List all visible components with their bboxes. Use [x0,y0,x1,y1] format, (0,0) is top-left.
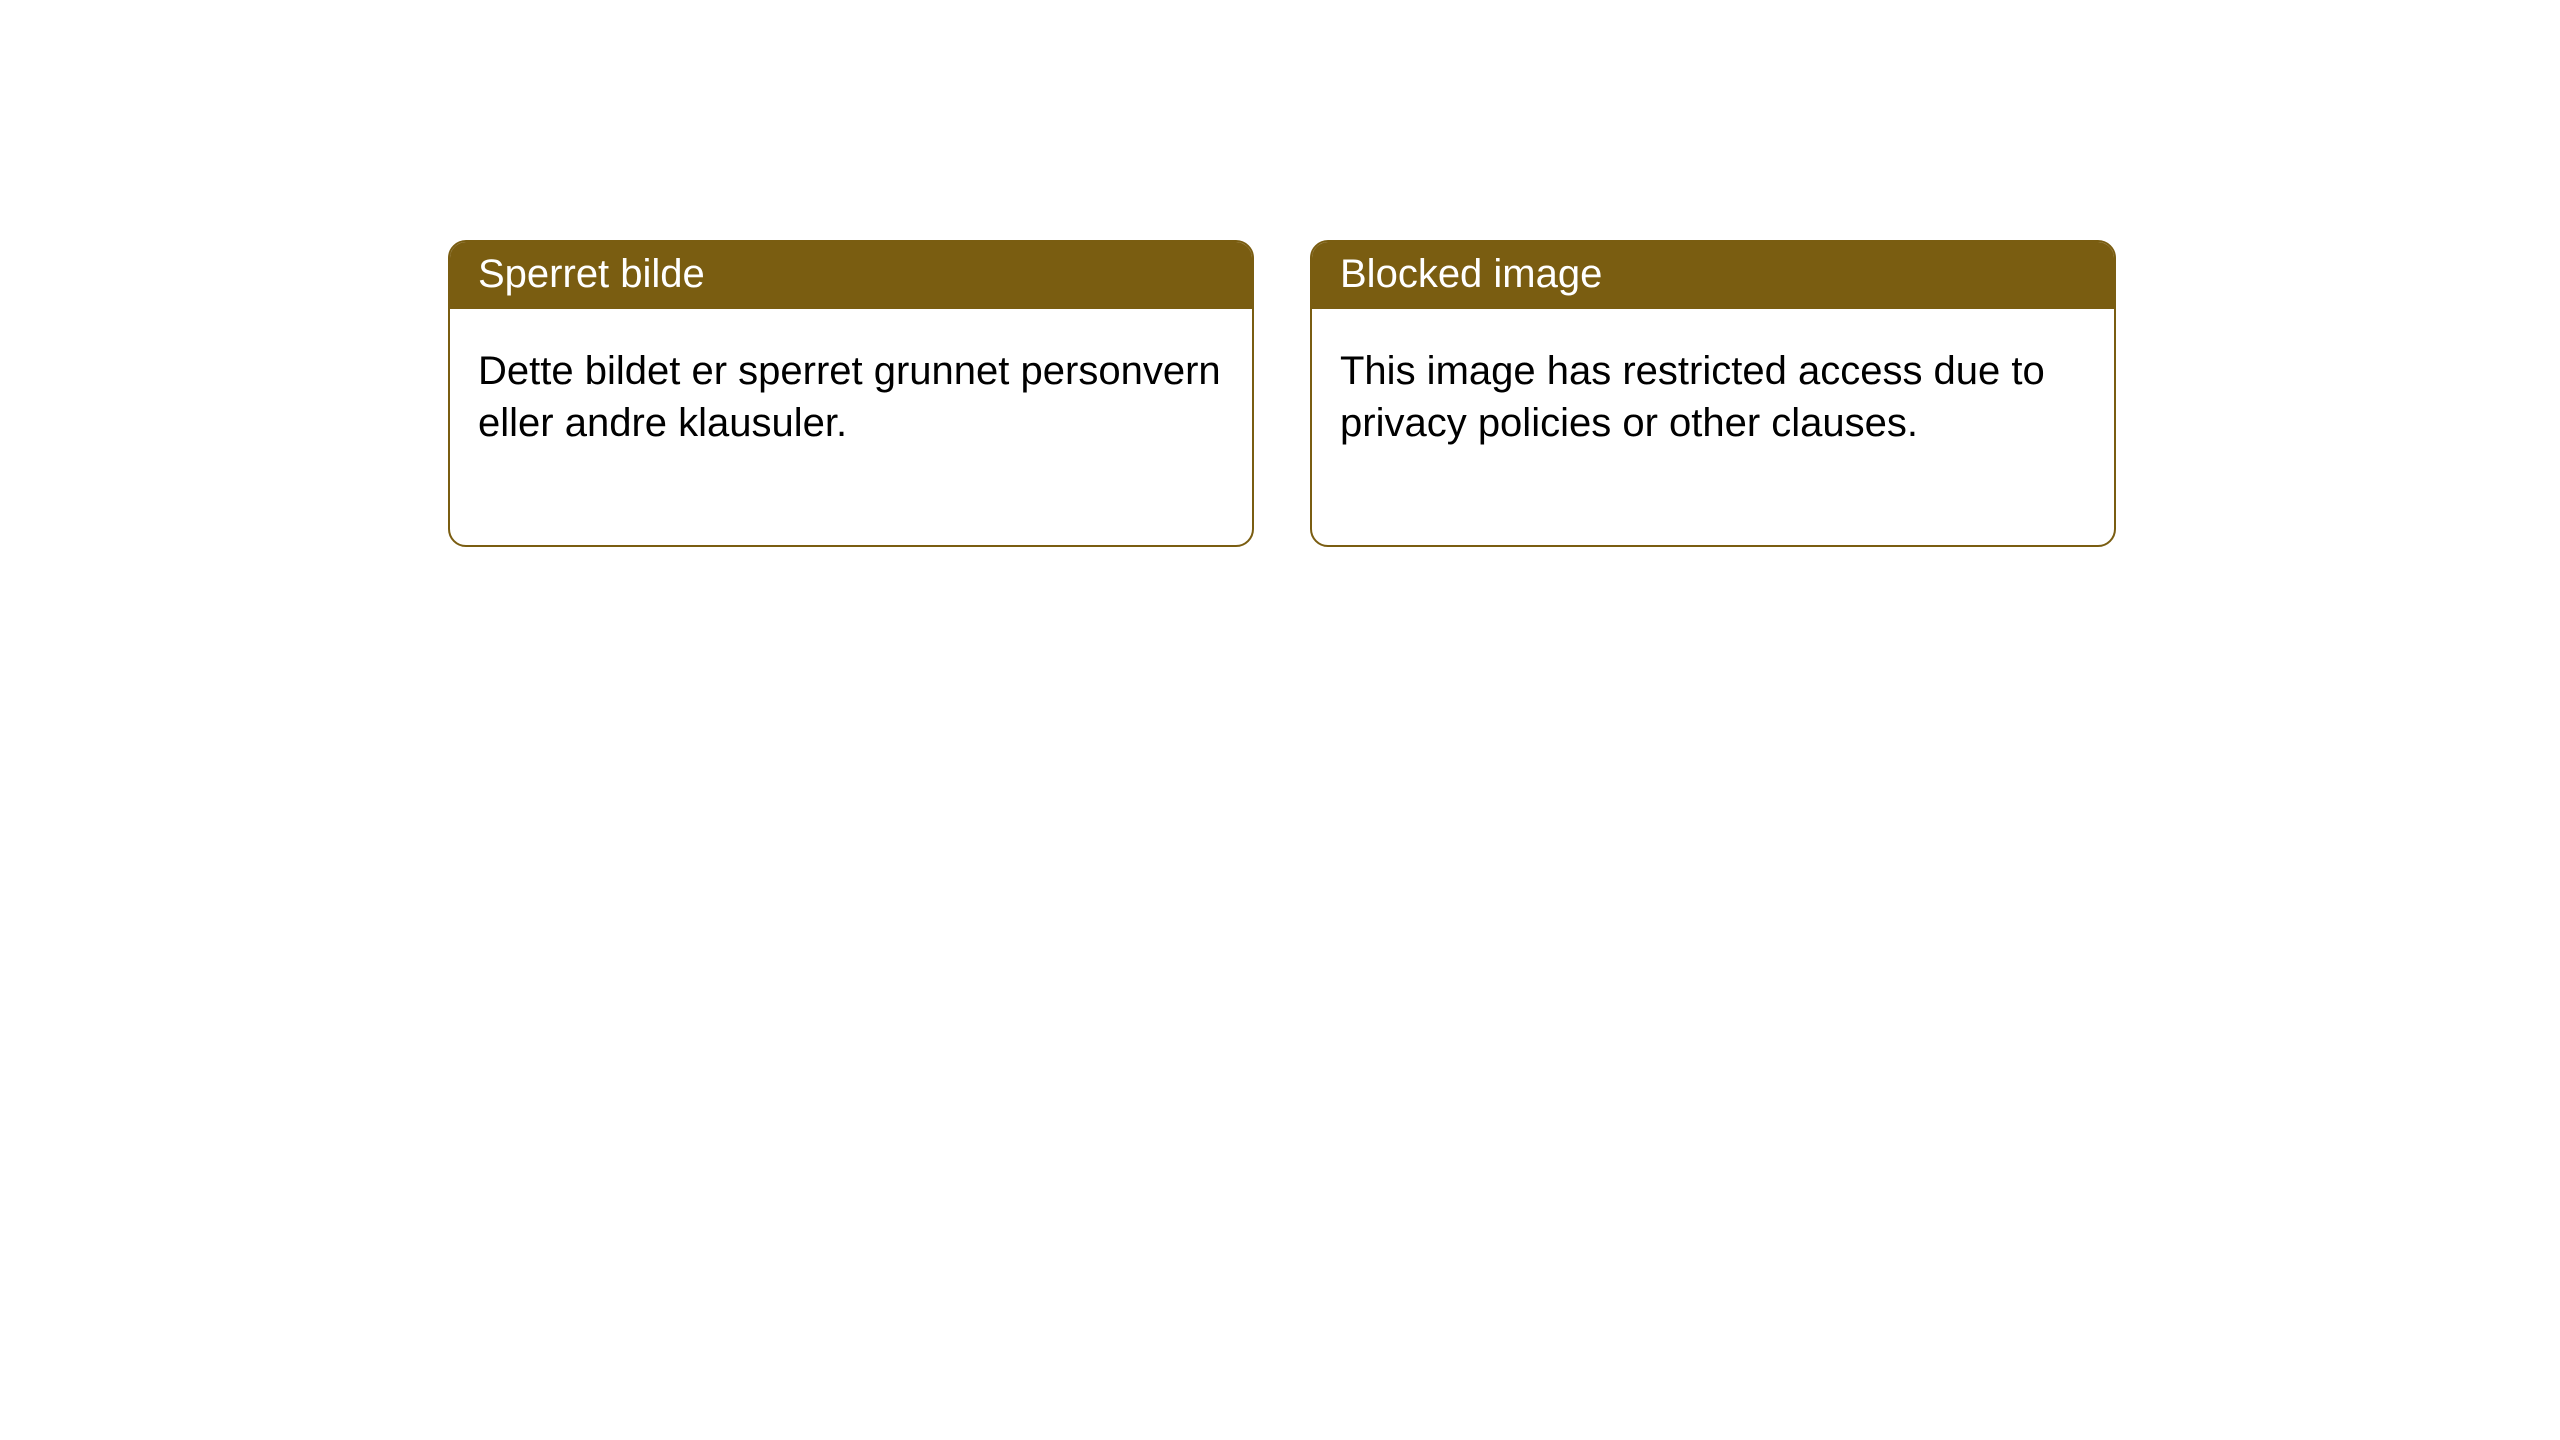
card-header: Blocked image [1312,242,2114,309]
cards-container: Sperret bilde Dette bildet er sperret gr… [0,0,2560,547]
card-body: This image has restricted access due to … [1312,309,2114,545]
blocked-image-card-no: Sperret bilde Dette bildet er sperret gr… [448,240,1254,547]
card-body: Dette bildet er sperret grunnet personve… [450,309,1252,545]
card-header: Sperret bilde [450,242,1252,309]
blocked-image-card-en: Blocked image This image has restricted … [1310,240,2116,547]
